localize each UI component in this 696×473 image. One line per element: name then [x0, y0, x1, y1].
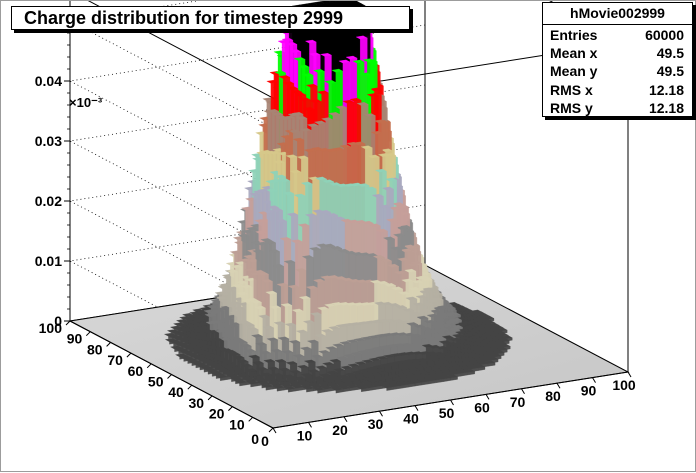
y-tick — [66, 321, 70, 325]
stat-row-mean-y: Mean y 49.5 — [550, 63, 684, 81]
stat-row-entries: Entries 60000 — [550, 27, 684, 45]
y-tick-label: 50 — [148, 374, 164, 390]
y-tick — [269, 428, 273, 432]
y-tick — [127, 353, 131, 357]
y-tick — [168, 375, 172, 379]
stat-value: 12.18 — [649, 100, 684, 116]
x-tick-label: 20 — [332, 422, 348, 438]
stat-label: Mean x — [550, 45, 597, 61]
y-tick-label: 60 — [128, 363, 144, 379]
y-tick-label: 90 — [67, 331, 83, 347]
z-multiplier-label: ×10⁻³ — [69, 95, 103, 110]
y-tick-label-origin: 0 — [251, 431, 259, 447]
x-tick-label: 60 — [474, 399, 490, 415]
stat-label: Entries — [550, 27, 597, 43]
y-tick-label: 20 — [209, 406, 225, 422]
y-tick — [188, 385, 192, 389]
z-tick-label: 0.02 — [35, 193, 62, 209]
z-tick-label: 0.01 — [35, 253, 62, 269]
x-tick — [273, 428, 276, 433]
y-tick-label: 80 — [87, 341, 103, 357]
z-tick-label: 0.03 — [35, 133, 62, 149]
x-tick-label: 0 — [261, 433, 269, 449]
x-tick-label: 10 — [297, 427, 313, 443]
x-tick-label: 30 — [368, 416, 384, 432]
y-tick-label: 30 — [189, 395, 205, 411]
stat-row-rms-x: RMS x 12.18 — [550, 82, 684, 100]
stat-label: RMS x — [550, 82, 593, 98]
z-tick-label: 0.04 — [35, 73, 62, 89]
plot-title: Charge distribution for timestep 2999 — [24, 8, 343, 29]
y-tick — [86, 332, 90, 336]
x-tick-label: 100 — [612, 377, 636, 393]
x-tick-label: 90 — [581, 383, 597, 399]
y-tick — [249, 417, 253, 421]
stat-label: Mean y — [550, 63, 597, 79]
stat-row-rms-y: RMS y 12.18 — [550, 100, 684, 118]
stats-box: hMovie002999 Entries 60000 Mean x 49.5 M… — [542, 2, 693, 117]
y-tick-label: 40 — [168, 384, 184, 400]
stat-value: 49.5 — [657, 45, 684, 61]
y-tick — [228, 407, 232, 411]
stats-separator — [543, 24, 692, 25]
histogram-name: hMovie002999 — [543, 5, 692, 21]
x-tick-label: 40 — [403, 411, 419, 427]
plot-title-box: Charge distribution for timestep 2999 — [11, 6, 410, 30]
x-tick-label: 70 — [510, 394, 526, 410]
y-tick-label: 70 — [107, 352, 123, 368]
stat-label: RMS y — [550, 100, 593, 116]
stat-row-mean-x: Mean x 49.5 — [550, 45, 684, 63]
y-tick — [147, 364, 151, 368]
y-tick-label: 10 — [229, 416, 245, 432]
z-tick-label: 0 — [54, 313, 62, 329]
x-tick-label: 50 — [439, 405, 455, 421]
stat-value: 12.18 — [649, 82, 684, 98]
stat-value: 60000 — [645, 27, 684, 43]
y-tick — [107, 342, 111, 346]
y-tick — [208, 396, 212, 400]
stat-value: 49.5 — [657, 63, 684, 79]
x-tick-label: 80 — [545, 388, 561, 404]
